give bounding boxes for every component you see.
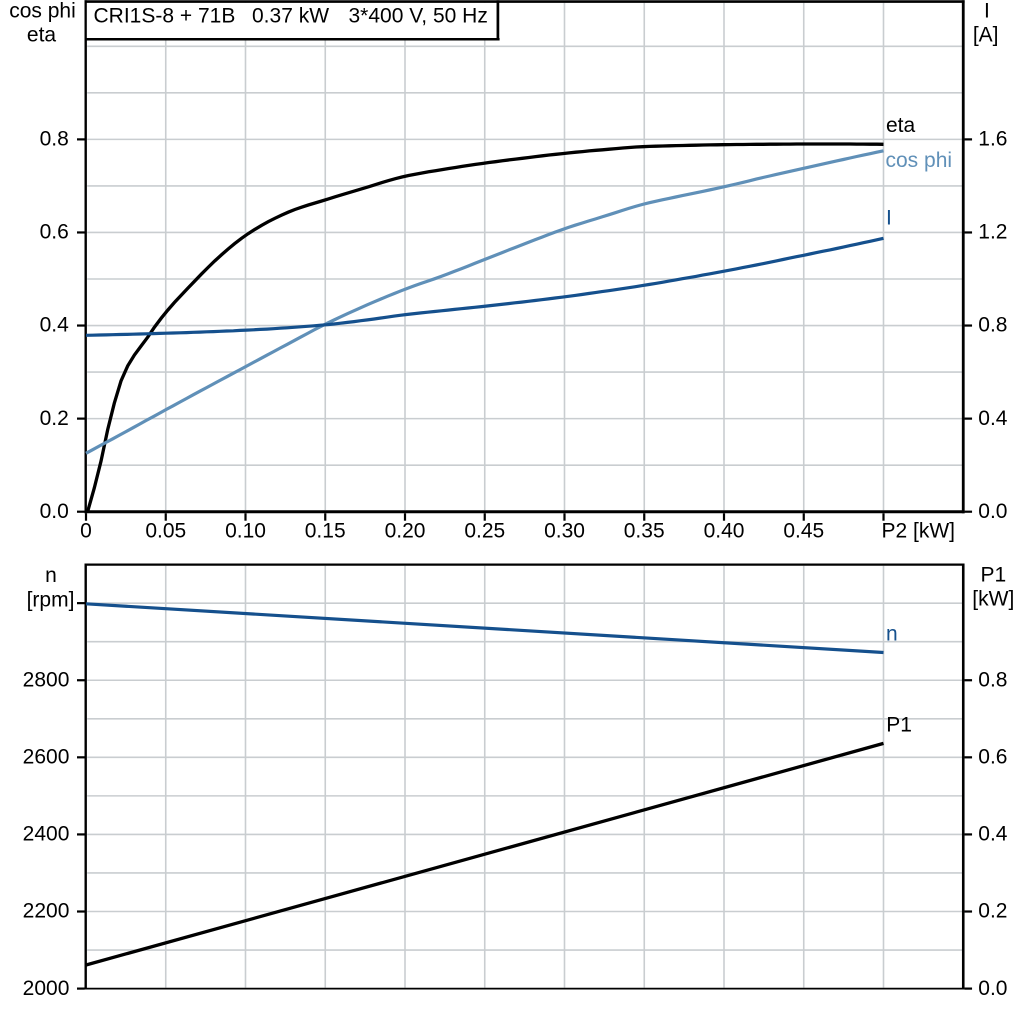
svg-text:cos phi: cos phi bbox=[886, 149, 953, 172]
svg-text:0.0: 0.0 bbox=[40, 500, 69, 523]
svg-text:2800: 2800 bbox=[23, 668, 70, 691]
svg-text:0.2: 0.2 bbox=[40, 407, 69, 430]
svg-text:2000: 2000 bbox=[23, 977, 70, 1000]
svg-text:eta: eta bbox=[27, 24, 57, 47]
svg-text:cos phi: cos phi bbox=[9, 0, 76, 23]
svg-text:0.6: 0.6 bbox=[40, 221, 69, 244]
svg-text:3*400 V, 50 Hz: 3*400 V, 50 Hz bbox=[349, 4, 488, 27]
svg-text:P1: P1 bbox=[886, 714, 912, 737]
svg-text:0.15: 0.15 bbox=[305, 519, 346, 542]
svg-text:1.6: 1.6 bbox=[978, 128, 1007, 151]
svg-text:0.10: 0.10 bbox=[225, 519, 266, 542]
svg-text:2200: 2200 bbox=[23, 900, 70, 923]
svg-text:0.6: 0.6 bbox=[978, 746, 1007, 769]
svg-text:I: I bbox=[886, 207, 892, 230]
svg-text:0.40: 0.40 bbox=[704, 519, 745, 542]
svg-text:0: 0 bbox=[80, 519, 92, 542]
svg-text:0.4: 0.4 bbox=[978, 407, 1008, 430]
svg-text:0.25: 0.25 bbox=[464, 519, 505, 542]
svg-text:2600: 2600 bbox=[23, 746, 70, 769]
svg-text:[A]: [A] bbox=[973, 24, 999, 47]
svg-text:0.4: 0.4 bbox=[978, 823, 1008, 846]
svg-text:[rpm]: [rpm] bbox=[27, 589, 75, 612]
svg-text:0.8: 0.8 bbox=[40, 128, 69, 151]
svg-text:0.0: 0.0 bbox=[978, 500, 1007, 523]
svg-text:n: n bbox=[886, 623, 898, 646]
svg-text:n: n bbox=[45, 564, 57, 587]
svg-text:0.2: 0.2 bbox=[978, 900, 1007, 923]
svg-text:P1: P1 bbox=[980, 563, 1006, 586]
svg-text:0.8: 0.8 bbox=[978, 314, 1007, 337]
svg-text:0.20: 0.20 bbox=[385, 519, 426, 542]
svg-text:eta: eta bbox=[886, 114, 916, 137]
svg-text:I: I bbox=[984, 0, 990, 23]
svg-text:0.30: 0.30 bbox=[544, 519, 585, 542]
svg-text:[kW]: [kW] bbox=[972, 587, 1014, 610]
svg-text:P2 [kW]: P2 [kW] bbox=[881, 519, 955, 542]
svg-text:0.35: 0.35 bbox=[624, 519, 665, 542]
svg-text:0.05: 0.05 bbox=[145, 519, 186, 542]
svg-text:0.0: 0.0 bbox=[978, 977, 1007, 1000]
svg-text:0.4: 0.4 bbox=[40, 314, 70, 337]
svg-text:2400: 2400 bbox=[23, 823, 70, 846]
svg-text:0.8: 0.8 bbox=[978, 668, 1007, 691]
svg-text:0.37 kW: 0.37 kW bbox=[252, 4, 329, 27]
svg-text:CRI1S-8 + 71B: CRI1S-8 + 71B bbox=[94, 4, 236, 27]
svg-text:0.45: 0.45 bbox=[783, 519, 824, 542]
svg-text:1.2: 1.2 bbox=[978, 221, 1007, 244]
